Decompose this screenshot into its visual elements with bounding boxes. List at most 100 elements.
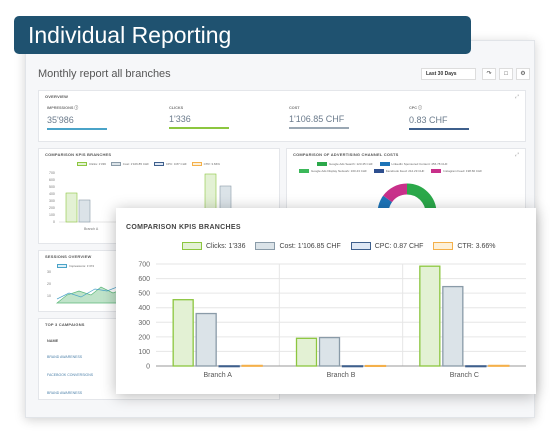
expand-icon[interactable]: ⤢ — [514, 94, 519, 100]
kpi-cost: COST 1'106.85 CHF — [289, 106, 359, 129]
y-tick: 100 — [49, 213, 55, 217]
channel-costs-heading: COMPARISON OF ADVERTISING CHANNEL COSTS — [293, 152, 399, 157]
y-tick-label: 700 — [138, 262, 150, 269]
legend-label: CPC: 0.87 CHF — [165, 162, 187, 166]
legend-swatch — [191, 162, 202, 167]
date-range-select[interactable]: Last 30 Days — [421, 68, 476, 80]
legend-label: CTR: 3.66% — [203, 162, 220, 166]
kpi-underline — [47, 128, 107, 130]
kpi-bar-chart: 0 100 200 300 400 500 600 700 Branch A Branch B Br… — [138, 262, 526, 379]
kpi-value: 1'106.85 CHF — [289, 114, 345, 124]
kpi-underline — [169, 127, 229, 129]
y-tick-label: 500 — [138, 291, 150, 298]
y-tick-label: 400 — [138, 305, 150, 312]
y-tick: 30 — [47, 270, 51, 274]
legend-swatch — [379, 162, 390, 167]
campaign-row[interactable]: BRAND AWARENESS — [47, 391, 83, 395]
legend-swatch — [317, 162, 327, 167]
settings-icon[interactable]: ⚙ — [516, 68, 530, 80]
sessions-legend: Impressions: 1'374 — [57, 264, 95, 269]
banner-title: Individual Reporting — [14, 16, 471, 54]
kpi-underline — [409, 128, 469, 130]
mini-kpi-heading: COMPARISON KPIS BRANCHES — [45, 152, 112, 157]
bar — [442, 285, 464, 367]
x-tick-label: Branch B — [327, 372, 356, 379]
legend-swatch — [77, 162, 87, 167]
bar — [488, 364, 510, 367]
kpi-comparison-card: COMPARISON KPIS BRANCHES Clicks: 1'336 C… — [116, 208, 536, 394]
kpi-clicks: CLICKS 1'336 — [169, 106, 239, 129]
x-tick: Branch A — [84, 227, 99, 231]
legend-swatch — [299, 169, 309, 174]
legend-label: Cost: 1'106.85 CHF — [279, 242, 341, 250]
campaign-row[interactable]: FACEBOOK CONVERSIONS — [47, 373, 94, 377]
sessions-heading: SESSIONS OVERVIEW — [45, 254, 92, 259]
legend-item-cpc[interactable]: CPC: 0.87 CHF — [350, 242, 424, 250]
bar — [172, 299, 194, 367]
campaigns-column-header: NAME — [47, 339, 59, 343]
kpi-label: IMPRESSIONS ⓘ — [47, 106, 79, 110]
legend-label: CPC: 0.87 CHF — [374, 242, 424, 250]
legend-label: Instagram Feed: 198.66 CHF — [443, 169, 483, 173]
bar — [241, 364, 263, 367]
bar — [341, 365, 364, 368]
share-icon[interactable]: ↷ — [482, 68, 496, 80]
y-tick: 20 — [47, 282, 51, 286]
bar — [195, 312, 217, 367]
kpi-value: 35'986 — [47, 115, 74, 125]
bar — [465, 365, 487, 368]
mini-legend: Clicks: 1'336 Cost: 1'106.85 CHF CPC: 0.… — [77, 162, 220, 167]
bar — [419, 265, 441, 367]
page-title: Monthly report all branches — [38, 68, 171, 80]
kpi-label: CLICKS — [169, 106, 184, 110]
y-tick: 700 — [49, 171, 55, 175]
kpi-underline — [289, 127, 349, 129]
legend-label: Facebook Feed: 212.29 CHF — [385, 169, 425, 173]
y-tick-label: 100 — [138, 349, 150, 356]
legend-item-ctr[interactable]: CTR: 3.66% — [433, 242, 495, 250]
overview-heading: OVERVIEW — [45, 94, 69, 99]
legend-label: Impressions: 1'374 — [69, 264, 95, 268]
mini-bar — [65, 192, 78, 223]
kpi-impressions: IMPRESSIONS ⓘ 35'986 — [47, 106, 117, 130]
campaign-row[interactable]: BRAND AWARENESS — [47, 355, 83, 359]
legend-label: Clicks: 1'336 — [89, 162, 106, 166]
legend-label: Google Ads Display Network: 160.43 CHF — [311, 169, 367, 173]
donut-slice — [377, 183, 437, 243]
bar — [364, 364, 387, 368]
y-tick-label: 0 — [146, 364, 150, 371]
y-tick: 0 — [53, 220, 55, 224]
y-tick: 200 — [49, 206, 55, 210]
sessions-area — [56, 286, 124, 304]
legend-swatch — [350, 242, 371, 250]
legend-label: Google Ads Search: 123.45 CHF — [329, 162, 373, 166]
expand-icon[interactable]: ⤢ — [514, 152, 519, 158]
kpi-cpc: CPC ⓘ 0.83 CHF — [409, 106, 479, 130]
kpi-value: 1'336 — [169, 114, 191, 124]
legend-swatch — [57, 264, 67, 269]
channel-legend-row1: Google Ads Search: 123.45 CHF LinkedIn S… — [317, 162, 448, 167]
legend-swatch — [431, 169, 442, 174]
mini-bar — [78, 199, 91, 223]
bar — [295, 337, 318, 367]
legend-label: CTR: 3.66% — [457, 242, 496, 250]
legend-label: LinkedIn Sponsored Content: 456.78 CHF — [391, 162, 448, 166]
legend-item-clicks[interactable]: Clicks: 1'336 — [182, 242, 245, 250]
document-icon[interactable]: □ — [499, 68, 513, 80]
legend-swatch — [182, 242, 202, 250]
kpi-label: COST — [289, 106, 300, 110]
legend-swatch — [255, 242, 276, 250]
y-tick: 300 — [49, 199, 55, 203]
channel-legend-row2: Google Ads Display Network: 160.43 CHF F… — [299, 169, 483, 174]
chart-legend: Clicks: 1'336 Cost: 1'106.85 CHF CPC: 0.… — [182, 242, 495, 250]
y-tick-label: 200 — [138, 334, 150, 341]
y-tick-label: 300 — [138, 320, 150, 327]
legend-swatch — [433, 242, 454, 250]
y-tick: 600 — [49, 178, 55, 182]
campaigns-heading: TOP 3 CAMPAIGNS — [45, 322, 85, 327]
legend-swatch — [373, 169, 384, 174]
legend-label: Clicks: 1'336 — [206, 242, 246, 250]
legend-item-cost[interactable]: Cost: 1'106.85 CHF — [255, 242, 341, 250]
legend-label: Cost: 1'106.85 CHF — [122, 162, 150, 166]
x-tick-label: Branch A — [203, 372, 232, 379]
